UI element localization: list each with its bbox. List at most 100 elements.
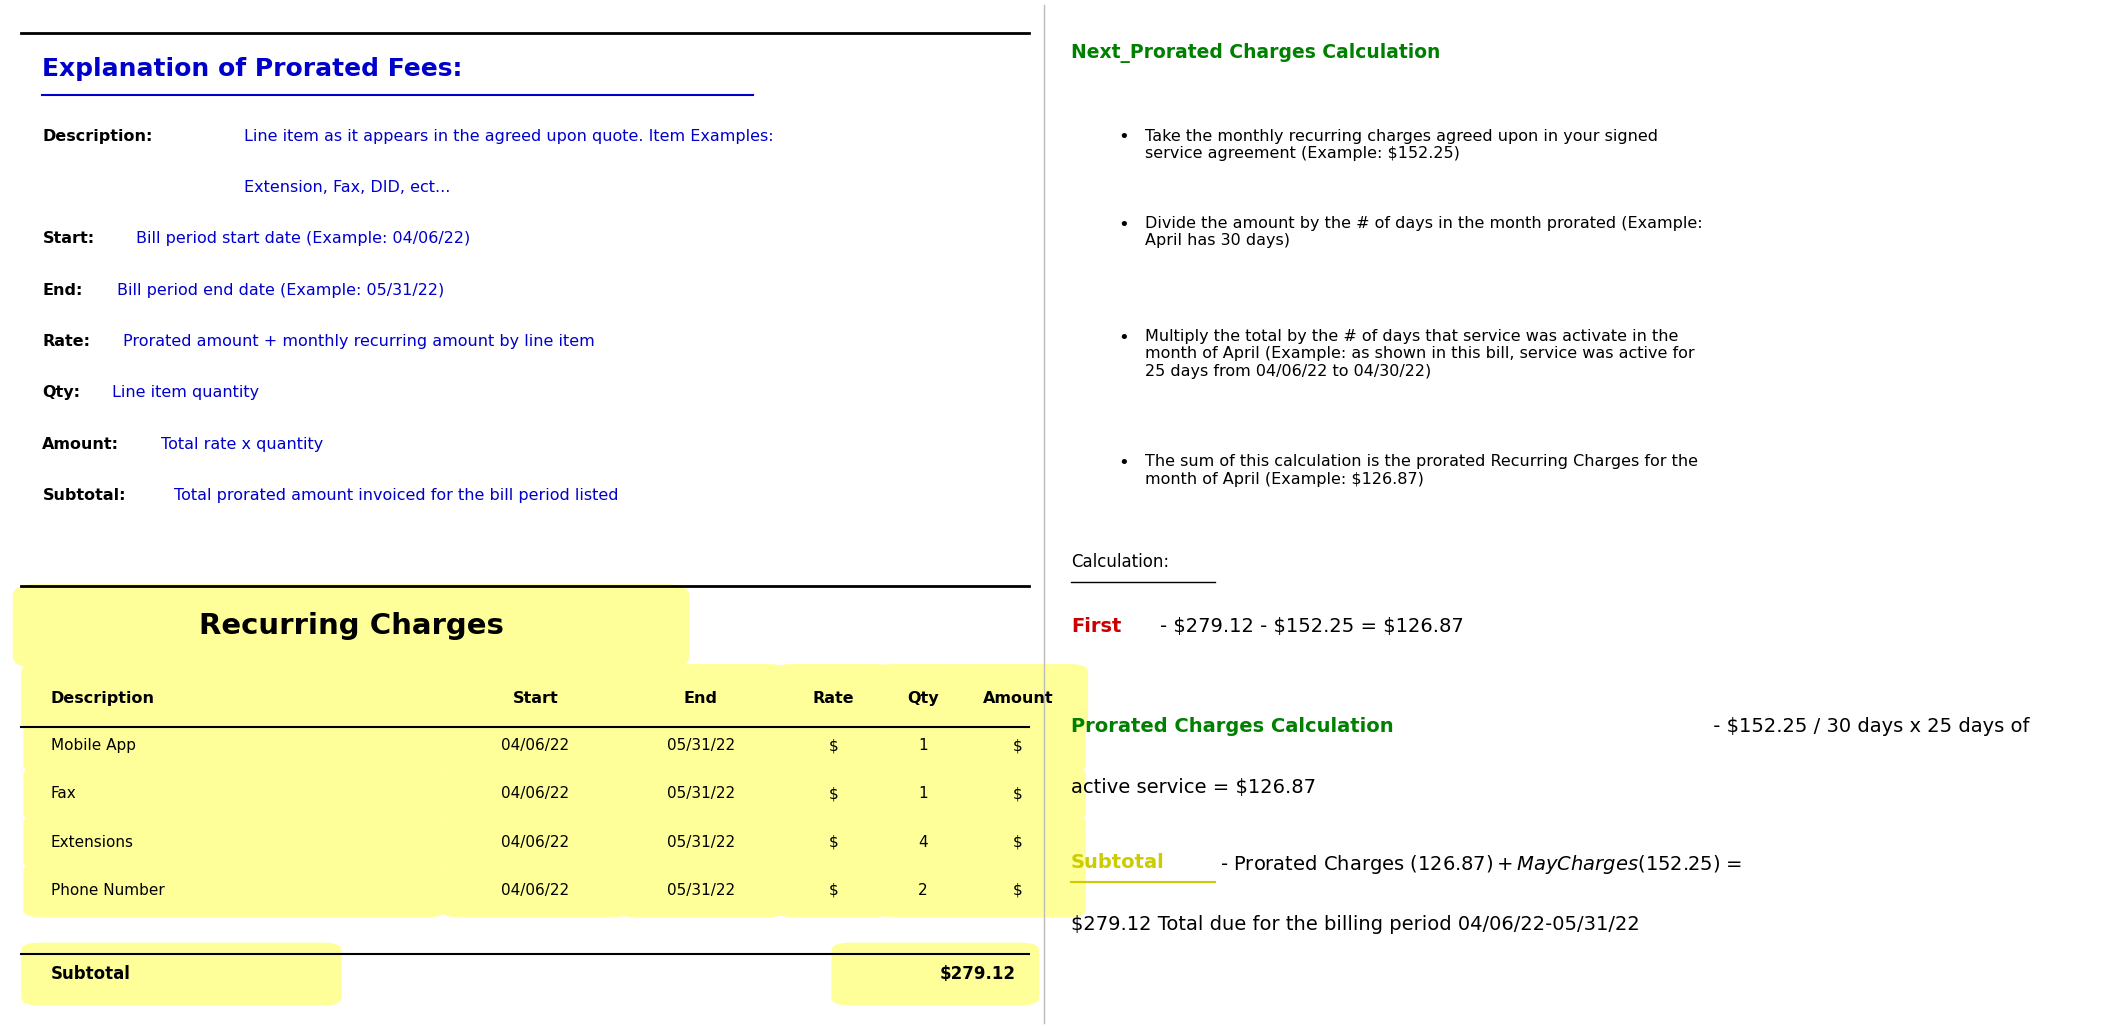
- Text: The sum of this calculation is the prorated Recurring Charges for the
month of A: The sum of this calculation is the prora…: [1145, 454, 1699, 487]
- FancyBboxPatch shape: [617, 864, 785, 917]
- Text: Bill period end date (Example: 05/31/22): Bill period end date (Example: 05/31/22): [117, 283, 443, 298]
- Text: Bill period start date (Example: 04/06/22): Bill period start date (Example: 04/06/2…: [136, 231, 471, 247]
- Text: Recurring Charges: Recurring Charges: [199, 612, 503, 640]
- Text: - $279.12 - $152.25 = $126.87: - $279.12 - $152.25 = $126.87: [1160, 617, 1463, 635]
- Text: $: $: [1014, 835, 1022, 849]
- Text: $: $: [829, 835, 838, 849]
- Text: 05/31/22: 05/31/22: [666, 738, 736, 752]
- FancyBboxPatch shape: [21, 664, 448, 732]
- FancyBboxPatch shape: [950, 815, 1086, 869]
- Text: 04/06/22: 04/06/22: [501, 786, 571, 801]
- FancyBboxPatch shape: [950, 864, 1086, 917]
- Text: 1: 1: [918, 786, 927, 801]
- FancyBboxPatch shape: [950, 767, 1086, 820]
- Text: $: $: [1014, 786, 1022, 801]
- Text: active service = $126.87: active service = $126.87: [1071, 778, 1317, 797]
- Text: 04/06/22: 04/06/22: [501, 883, 571, 897]
- Text: •: •: [1118, 329, 1128, 347]
- Text: Divide the amount by the # of days in the month prorated (Example:
April has 30 : Divide the amount by the # of days in th…: [1145, 216, 1703, 249]
- Text: Line item quantity: Line item quantity: [112, 386, 259, 401]
- Text: •: •: [1118, 454, 1128, 473]
- Text: $279.12 Total due for the billing period 04/06/22-05/31/22: $279.12 Total due for the billing period…: [1071, 915, 1640, 933]
- FancyBboxPatch shape: [615, 664, 787, 732]
- Text: Qty:: Qty:: [42, 386, 81, 401]
- FancyBboxPatch shape: [13, 584, 689, 668]
- Text: 4: 4: [918, 835, 927, 849]
- Text: Rate: Rate: [812, 691, 855, 705]
- Text: Mobile App: Mobile App: [51, 738, 136, 752]
- Text: •: •: [1118, 128, 1128, 147]
- Text: Prorated Charges Calculation: Prorated Charges Calculation: [1071, 717, 1393, 735]
- Text: Extension, Fax, DID, ect...: Extension, Fax, DID, ect...: [244, 180, 450, 195]
- Text: $: $: [1014, 738, 1022, 752]
- Text: Calculation:: Calculation:: [1071, 553, 1169, 572]
- FancyBboxPatch shape: [776, 815, 891, 869]
- Text: $: $: [829, 738, 838, 752]
- Text: Start: Start: [513, 691, 558, 705]
- FancyBboxPatch shape: [876, 719, 969, 772]
- Text: $: $: [829, 786, 838, 801]
- FancyBboxPatch shape: [23, 815, 445, 869]
- Text: Total prorated amount invoiced for the bill period listed: Total prorated amount invoiced for the b…: [174, 488, 619, 504]
- FancyBboxPatch shape: [950, 719, 1086, 772]
- Text: $279.12: $279.12: [940, 965, 1016, 983]
- FancyBboxPatch shape: [441, 767, 630, 820]
- FancyBboxPatch shape: [774, 664, 893, 732]
- FancyBboxPatch shape: [776, 719, 891, 772]
- Text: Line item as it appears in the agreed upon quote. Item Examples:: Line item as it appears in the agreed up…: [244, 128, 774, 144]
- Text: Description:: Description:: [42, 128, 153, 144]
- FancyBboxPatch shape: [21, 943, 341, 1005]
- Text: Extensions: Extensions: [51, 835, 134, 849]
- Text: Subtotal: Subtotal: [1071, 853, 1164, 872]
- FancyBboxPatch shape: [617, 719, 785, 772]
- Text: Multiply the total by the # of days that service was activate in the
month of Ap: Multiply the total by the # of days that…: [1145, 329, 1695, 378]
- Text: Take the monthly recurring charges agreed upon in your signed
service agreement : Take the monthly recurring charges agree…: [1145, 128, 1659, 161]
- FancyBboxPatch shape: [876, 767, 969, 820]
- FancyBboxPatch shape: [441, 815, 630, 869]
- FancyBboxPatch shape: [876, 815, 969, 869]
- Text: 04/06/22: 04/06/22: [501, 738, 571, 752]
- Text: Start:: Start:: [42, 231, 95, 247]
- FancyBboxPatch shape: [441, 864, 630, 917]
- Text: End: End: [683, 691, 719, 705]
- Text: 2: 2: [918, 883, 927, 897]
- Text: Total rate x quantity: Total rate x quantity: [161, 437, 322, 452]
- FancyBboxPatch shape: [948, 664, 1088, 732]
- Text: Subtotal: Subtotal: [51, 965, 132, 983]
- FancyBboxPatch shape: [439, 664, 632, 732]
- FancyBboxPatch shape: [441, 719, 630, 772]
- Text: Amount: Amount: [982, 691, 1054, 705]
- Text: •: •: [1118, 216, 1128, 234]
- FancyBboxPatch shape: [874, 664, 971, 732]
- FancyBboxPatch shape: [23, 767, 445, 820]
- FancyBboxPatch shape: [776, 864, 891, 917]
- Text: First: First: [1071, 617, 1122, 635]
- Text: 04/06/22: 04/06/22: [501, 835, 571, 849]
- Text: 1: 1: [918, 738, 927, 752]
- FancyBboxPatch shape: [831, 943, 1039, 1005]
- Text: Fax: Fax: [51, 786, 76, 801]
- Text: - $152.25 / 30 days x 25 days of: - $152.25 / 30 days x 25 days of: [1707, 717, 2030, 735]
- FancyBboxPatch shape: [617, 815, 785, 869]
- Text: - Prorated Charges ($126.87) + May Charges ($152.25) =: - Prorated Charges ($126.87) + May Charg…: [1220, 853, 1741, 876]
- Text: Prorated amount + monthly recurring amount by line item: Prorated amount + monthly recurring amou…: [123, 334, 594, 350]
- Text: Amount:: Amount:: [42, 437, 119, 452]
- Text: Next_Prorated Charges Calculation: Next_Prorated Charges Calculation: [1071, 43, 1440, 63]
- Text: 05/31/22: 05/31/22: [666, 835, 736, 849]
- Text: Qty: Qty: [908, 691, 937, 705]
- FancyBboxPatch shape: [23, 864, 445, 917]
- Text: 05/31/22: 05/31/22: [666, 786, 736, 801]
- FancyBboxPatch shape: [876, 864, 969, 917]
- Text: Explanation of Prorated Fees:: Explanation of Prorated Fees:: [42, 57, 462, 80]
- Text: $: $: [1014, 883, 1022, 897]
- Text: Phone Number: Phone Number: [51, 883, 165, 897]
- FancyBboxPatch shape: [617, 767, 785, 820]
- Text: $: $: [829, 883, 838, 897]
- Text: 05/31/22: 05/31/22: [666, 883, 736, 897]
- Text: Description: Description: [51, 691, 155, 705]
- Text: Rate:: Rate:: [42, 334, 91, 350]
- Text: End:: End:: [42, 283, 83, 298]
- Text: Subtotal:: Subtotal:: [42, 488, 125, 504]
- FancyBboxPatch shape: [23, 719, 445, 772]
- FancyBboxPatch shape: [776, 767, 891, 820]
